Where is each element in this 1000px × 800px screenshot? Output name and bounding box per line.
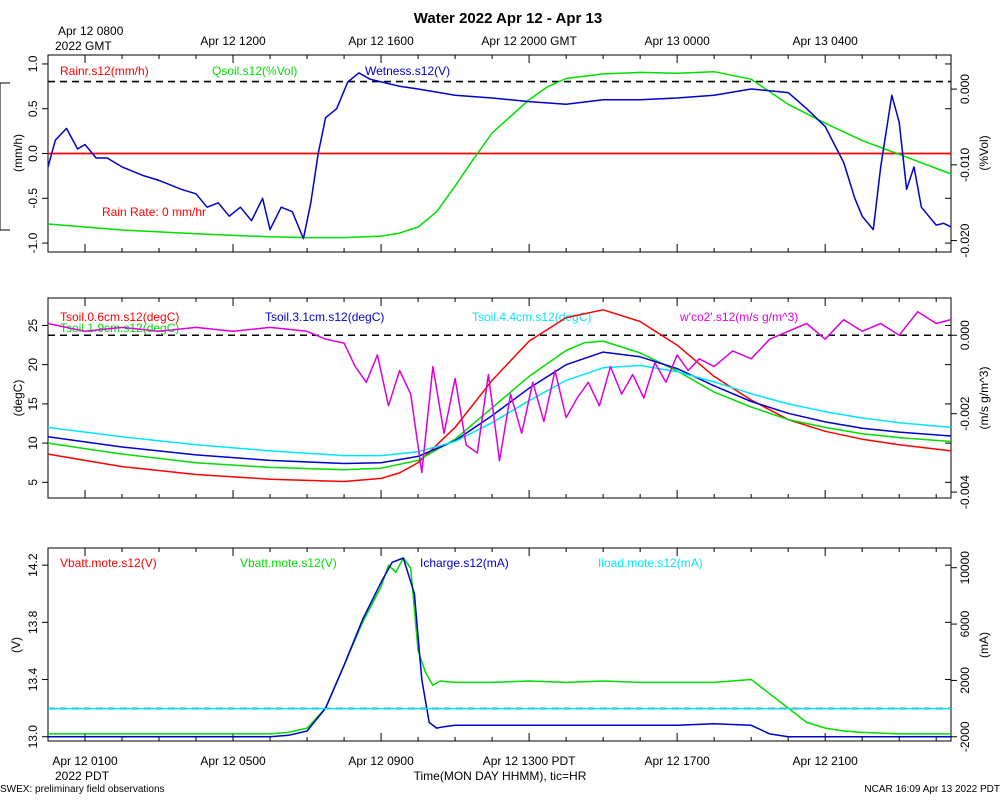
panel-2-y-label-right: (m/s g/m^3) [977, 367, 991, 430]
panel-3-y-label-left: (V) [9, 637, 23, 653]
y-tick-label-right: 2000 [958, 667, 972, 694]
y-tick-label-right: -0.020 [958, 223, 972, 257]
top-axis-first-label: Apr 12 0800 [58, 24, 124, 38]
top-axis-tick-label: Apr 12 2000 GMT [481, 34, 577, 48]
panel-3-y-label-right: (mA) [977, 632, 991, 658]
legend-icharge: Icharge.s12(mA) [420, 556, 509, 570]
series-line-1-4 [47, 310, 952, 474]
panel-2-y-label-left: (degC) [11, 380, 25, 417]
series-line-1-3 [47, 364, 952, 457]
y-tick-label-right: 6000 [958, 610, 972, 637]
legend-tsoil-0-6: Tsoil.0.6cm.s12(degC) [60, 310, 179, 324]
legend-tsoil-4-4: Tsoil.4.4cm.s12(degC) [472, 310, 591, 324]
bottom-axis-tick-label: Apr 12 1700 [644, 754, 710, 768]
y-tick-label-left: -0.5 [26, 188, 40, 209]
bottom-axis-tick-label: Apr 12 0900 [348, 754, 414, 768]
y-tick-label-left: 15 [26, 397, 40, 411]
y-tick-label-left: 20 [26, 358, 40, 372]
series-line-0-2 [47, 72, 952, 240]
legend-vbatt-red: Vbatt.mote.s12(V) [60, 556, 157, 570]
bottom-axis-year-label: 2022 PDT [55, 769, 110, 783]
legend-iload: Iload.mote.s12(mA) [598, 556, 703, 570]
y-tick-label-left: 14.2 [26, 553, 40, 577]
chart-title: Water 2022 Apr 12 - Apr 13 [414, 10, 602, 27]
y-tick-label-left: 0.5 [26, 100, 40, 117]
y-tick-label-right: -0.004 [958, 475, 972, 509]
y-tick-label-right: -2000 [958, 721, 972, 752]
x-axis-label: Time(MON DAY HHMM), tic=HR [414, 769, 587, 783]
series-line-2-1 [48, 557, 951, 735]
panel-2-frame [47, 297, 952, 499]
y-tick-label-left: 10 [26, 436, 40, 450]
series-line-0-1 [47, 70, 952, 239]
top-axis-tick-label: Apr 13 0000 [644, 34, 710, 48]
series-line-2-2 [48, 557, 951, 738]
y-tick-label-right: 0.000 [958, 320, 972, 350]
legend-wetness: Wetness.s12(V) [365, 64, 450, 78]
y-tick-label-left: 0.0 [26, 145, 40, 162]
y-tick-label-right: 0.000 [958, 74, 972, 104]
legend-vbatt-green: Vbatt.mote.s12(V) [240, 556, 337, 570]
legend-tsoil-3-1: Tsoil.3.1cm.s12(degC) [265, 310, 384, 324]
bottom-axis-tick-label: Apr 12 2100 [792, 754, 858, 768]
y-tick-label-left: 13.8 [26, 610, 40, 634]
panel-1-y-label-left: (mm/h) [11, 134, 25, 172]
top-axis-tick-label: Apr 12 1200 [200, 34, 266, 48]
y-tick-label-right: -0.002 [958, 396, 972, 430]
series-line-1-0 [47, 309, 952, 483]
y-tick-label-left: 13.0 [26, 725, 40, 749]
series-line-1-2 [47, 351, 952, 465]
y-tick-label-right: -0.010 [958, 148, 972, 182]
bottom-axis-tick-label: Apr 12 0500 [200, 754, 266, 768]
y-tick-label-right: 10000 [958, 551, 972, 585]
legend-qsoil: Qsoil.s12(%Vol) [212, 64, 297, 78]
top-axis-first-label-year: 2022 GMT [55, 39, 112, 53]
legend-wco2: w'co2'.s12(m/s g/m^3) [679, 310, 798, 324]
y-tick-label-left: 13.4 [26, 668, 40, 692]
footer-right: NCAR 16:09 Apr 13 2022 PDT [864, 784, 1000, 795]
top-axis-tick-label: Apr 13 0400 [792, 34, 858, 48]
top-axis-tick-label: Apr 12 1600 [348, 34, 414, 48]
y-tick-label-left: 5 [26, 479, 40, 486]
panel-3-frame [47, 547, 952, 742]
bottom-axis-tick-label: Apr 12 1300 PDT [483, 754, 576, 768]
y-tick-label-left: 1.0 [26, 55, 40, 72]
y-tick-label-left: 25 [26, 318, 40, 332]
series-line-1-1 [47, 340, 952, 471]
panel-1-y-label-right: (%Vol) [977, 135, 991, 170]
rain-rate-annotation: Rain Rate: 0 mm/hr [102, 205, 206, 219]
bottom-axis-tick-label: Apr 12 0100 [52, 754, 118, 768]
footer-left: SWEX: preliminary field observations [0, 784, 165, 795]
legend-rainr: Rainr.s12(mm/h) [60, 64, 149, 78]
panel-1-left-bracket [0, 82, 10, 231]
y-tick-label-left: -1.0 [26, 232, 40, 253]
